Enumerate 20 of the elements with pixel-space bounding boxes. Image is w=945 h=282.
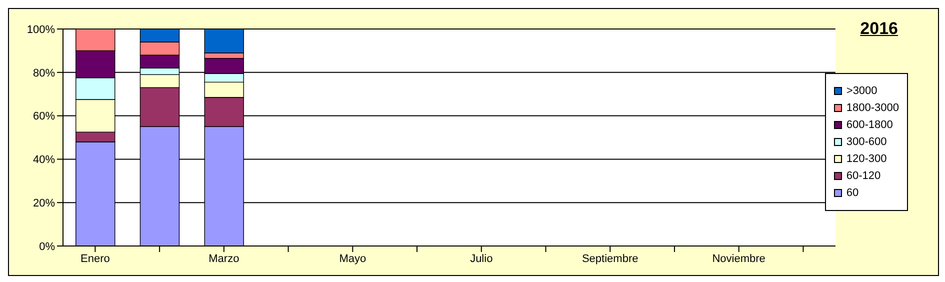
text: 2016	[860, 19, 898, 39]
legend-label: 1800-3000	[846, 102, 899, 114]
y-tick-label: 0%	[39, 240, 56, 253]
y-tick-label: 20%	[32, 198, 56, 210]
x-tick-label: Septiembre	[582, 252, 638, 265]
legend-label: 300-600	[846, 136, 887, 148]
legend-label: 60	[846, 187, 859, 199]
legend-label: 600-1800	[846, 119, 893, 131]
legend-label: 60-120	[846, 170, 881, 182]
x-tick-label: Julio	[470, 252, 493, 265]
legend-label: 120-300	[846, 153, 887, 165]
x-tick-label: Enero	[80, 252, 110, 265]
x-tick-label: Noviembre	[712, 252, 766, 265]
legend-label: >3000	[846, 85, 878, 97]
y-tick-label: 80%	[32, 67, 56, 80]
y-tick-label: 60%	[32, 110, 56, 123]
y-tick-label: 40%	[32, 154, 56, 166]
x-tick-label: Mayo	[339, 252, 366, 265]
x-tick-label: Marzo	[208, 252, 240, 265]
y-tick-label: 100%	[26, 24, 56, 36]
